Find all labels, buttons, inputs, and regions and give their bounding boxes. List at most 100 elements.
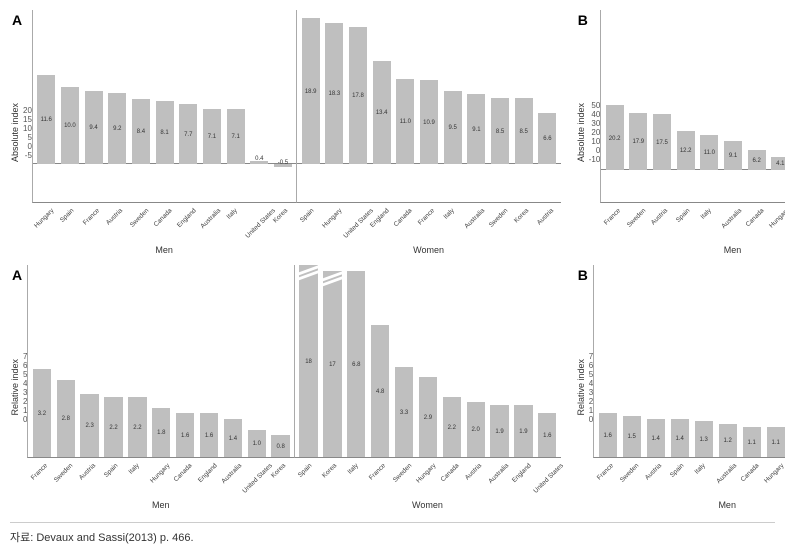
group-label: Men <box>600 245 785 255</box>
bar-slot: 8.5 <box>489 10 512 202</box>
bar-value-label: 2.2 <box>126 425 149 431</box>
x-tick: Italy <box>344 458 367 500</box>
bar-value-label: 6.8 <box>345 362 368 368</box>
x-tick: United States <box>346 203 369 245</box>
x-tick: Spain <box>296 458 319 500</box>
bar-value-label: 20.2 <box>603 136 626 142</box>
bar-value-label: 9.1 <box>465 127 488 133</box>
bar-slot: 2.2 <box>102 265 125 457</box>
x-tick: Austria <box>77 458 100 500</box>
x-tick: Canada <box>393 203 416 245</box>
bar-slot: 9.5 <box>441 10 464 202</box>
y-axis-label: Relative index <box>10 359 20 416</box>
y-axis: 20151050-5 <box>23 106 32 160</box>
bar-slot: 18.9 <box>299 10 322 202</box>
bar-slot: 2.2 <box>440 265 463 457</box>
bar-slot: 17.5 <box>651 10 674 202</box>
bar-value-label: 1.9 <box>512 429 535 435</box>
x-tick: United States <box>248 203 271 245</box>
bar-slot: 1.3 <box>692 265 715 457</box>
bar-slot: 18 <box>297 265 320 457</box>
x-tick: Sweden <box>626 203 649 245</box>
chart-group: 3.22.82.32.22.21.81.61.61.41.00.8FranceS… <box>27 265 294 510</box>
y-tick: -5 <box>25 151 32 160</box>
panel-letter: B <box>578 12 588 28</box>
bar-slot: 0.8 <box>269 265 292 457</box>
bar-slot: 2.3 <box>78 265 101 457</box>
x-axis: SpainHungaryUnited StatesEnglandCanadaFr… <box>296 203 560 245</box>
x-tick: England <box>512 458 535 500</box>
chart-group: 11.610.09.49.28.48.17.77.17.10.4-0.5Hung… <box>32 10 296 255</box>
bar-value-label: 9.4 <box>82 125 105 131</box>
bar-slot: 2.2 <box>126 265 149 457</box>
bar-slot: 1.8 <box>150 265 173 457</box>
x-axis: SpainKoreaItalyFranceSwedenHungaryCanada… <box>294 458 561 500</box>
x-tick: Canada <box>740 458 763 500</box>
x-tick: Canada <box>173 458 196 500</box>
bar-slot: 9.2 <box>106 10 129 202</box>
x-tick: Spain <box>674 203 697 245</box>
x-tick: France <box>368 458 391 500</box>
bar-value-label: 17 <box>321 362 344 368</box>
bar-slot: 1.4 <box>668 265 691 457</box>
bar-slot: 11.0 <box>698 10 721 202</box>
x-tick: Spain <box>58 203 81 245</box>
y-axis-label: Absolute index <box>576 103 586 162</box>
bar-slot: 1.9 <box>512 265 535 457</box>
x-tick: England <box>197 458 220 500</box>
bar-slot: 9.1 <box>722 10 745 202</box>
x-tick: Hungary <box>149 458 172 500</box>
x-tick: Austria <box>643 458 666 500</box>
x-tick: Australia <box>488 458 511 500</box>
bar-value-label: 1.5 <box>620 434 643 440</box>
bar-value-label: 18 <box>297 359 320 365</box>
bar-value-label: 1.4 <box>668 436 691 442</box>
bar-slot: 6.2 <box>745 10 768 202</box>
bar-slot: 8.5 <box>512 10 535 202</box>
x-tick: France <box>81 203 104 245</box>
bar-slot: 1.2 <box>716 265 739 457</box>
figure-grid: AAbsolute index20151050-511.610.09.49.28… <box>10 10 775 510</box>
bar-value-label: 11.0 <box>698 150 721 156</box>
x-tick: Hungary <box>322 203 345 245</box>
panel-letter: A <box>12 12 22 28</box>
bar-value-label: 7.1 <box>224 134 247 140</box>
x-tick: Austria <box>464 458 487 500</box>
chart-group: 18176.84.83.32.92.22.01.91.91.6SpainKore… <box>294 265 561 510</box>
x-tick: Korea <box>512 203 535 245</box>
bar-slot: 0.4 <box>248 10 271 202</box>
group-label: Men <box>32 245 296 255</box>
group-label: Men <box>593 500 785 510</box>
x-tick: United States <box>245 458 268 500</box>
bar-slot: 6.8 <box>345 265 368 457</box>
x-axis: FranceSwedenAustriaSpainItalyAustraliaCa… <box>593 458 785 500</box>
x-tick: England <box>370 203 393 245</box>
x-tick: Canada <box>745 203 768 245</box>
y-tick: 30 <box>591 119 600 128</box>
bar-slot: 8.1 <box>153 10 176 202</box>
bar-value-label: 1.8 <box>150 430 173 436</box>
x-tick: England <box>177 203 200 245</box>
bar-slot: 7.7 <box>177 10 200 202</box>
bar-slot: 4.8 <box>369 265 392 457</box>
x-tick: Italy <box>692 458 715 500</box>
x-tick: Spain <box>667 458 690 500</box>
bar-value-label: 13.4 <box>370 110 393 116</box>
bar-value-label: 1.0 <box>245 441 268 447</box>
y-tick: 20 <box>591 128 600 137</box>
plot-area: 11.610.09.49.28.48.17.77.17.10.4-0.5Hung… <box>32 10 561 255</box>
chart-group: 18.918.317.813.411.010.99.59.18.58.56.6S… <box>296 10 560 255</box>
bar-slot: 4.1 <box>769 10 785 202</box>
group-label: Men <box>27 500 294 510</box>
bar-slot: 1.6 <box>596 265 619 457</box>
bar-value-label: 8.4 <box>130 129 153 135</box>
x-tick: Korea <box>320 458 343 500</box>
bar-value-label: 1.4 <box>644 436 667 442</box>
bar-slot: 17.9 <box>627 10 650 202</box>
bar-slot: -0.5 <box>272 10 295 202</box>
bar-value-label: 11.6 <box>35 117 58 123</box>
x-tick: Spain <box>298 203 321 245</box>
bar-value-label: 9.2 <box>106 126 129 132</box>
bar-slot: 1.1 <box>740 265 763 457</box>
bar-slot: 18.3 <box>323 10 346 202</box>
